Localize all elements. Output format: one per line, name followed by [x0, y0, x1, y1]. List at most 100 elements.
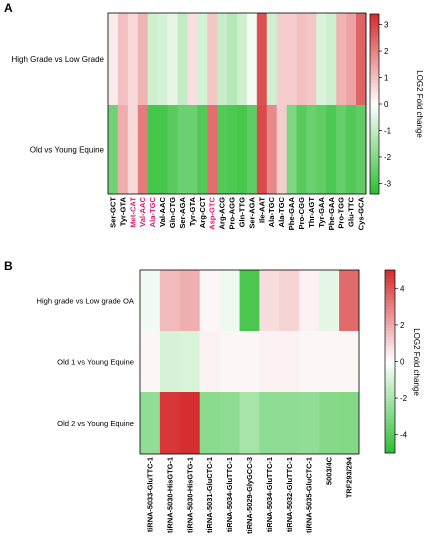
- column-label: Ala-TGC: [267, 196, 276, 227]
- heatmap-cell: [187, 13, 198, 105]
- column-label: Glu-TTC: [347, 196, 356, 226]
- colorbar-segment: [385, 300, 395, 304]
- colorbar-segment: [370, 182, 379, 186]
- heatmap-cell: [187, 105, 198, 194]
- heatmap-cell: [177, 105, 188, 194]
- heatmap-cell: [276, 105, 288, 194]
- heatmap-cell: [167, 105, 178, 194]
- column-label: tiRNA-5032-GluTTC-1: [285, 457, 294, 532]
- colorbar-segment: [370, 110, 379, 114]
- column-label: Asp-GTC: [208, 196, 217, 229]
- colorbar-segment: [370, 92, 379, 96]
- panel-b-row-labels: High grade vs Low grade OA Old 1 vs Young…: [36, 297, 134, 429]
- colorbar-segment: [385, 337, 395, 341]
- column-label: Ser-AGA: [178, 196, 187, 228]
- panel-b-colorbar-label: LOG2 Fold change: [412, 328, 421, 396]
- colorbar-segment: [385, 404, 395, 408]
- colorbar-segment: [370, 77, 379, 81]
- colorbar-segment: [385, 401, 395, 405]
- colorbar-segment: [370, 14, 379, 18]
- colorbar-segment: [370, 143, 379, 147]
- heatmap-cell: [326, 105, 337, 194]
- heatmap-cell: [259, 331, 280, 392]
- colorbar-segment: [385, 279, 395, 283]
- colorbar-segment: [385, 334, 395, 338]
- colorbar-segment: [385, 428, 395, 432]
- colorbar-segment: [370, 179, 379, 183]
- heatmap-cell: [108, 13, 119, 105]
- colorbar-segment: [385, 449, 395, 454]
- colorbar-segment: [385, 331, 395, 335]
- colorbar-segment: [370, 95, 379, 99]
- heatmap-cell: [179, 331, 201, 392]
- heatmap-cell: [286, 105, 297, 194]
- column-label: Ala-TGC: [277, 196, 286, 227]
- colorbar-segment: [385, 443, 395, 448]
- heatmap-cell: [159, 392, 181, 454]
- heatmap-cell: [299, 270, 320, 331]
- colorbar-segment: [370, 131, 379, 135]
- colorbar-segment: [385, 385, 395, 390]
- colorbar-tick-label: -2: [384, 153, 392, 162]
- column-label: tiRNA-5033-GluTTC-1: [145, 457, 154, 532]
- column-label: Thr-AGT: [307, 197, 316, 228]
- heatmap-cell: [159, 270, 181, 331]
- colorbar-segment: [385, 340, 395, 344]
- colorbar-segment: [370, 98, 379, 102]
- heatmap-cell: [179, 392, 201, 454]
- heatmap-cell: [207, 105, 218, 194]
- heatmap-cell: [137, 13, 149, 105]
- heatmap-cell: [108, 105, 119, 194]
- colorbar-segment: [385, 303, 395, 307]
- colorbar-segment: [370, 107, 379, 111]
- heatmap-cell: [199, 392, 221, 454]
- colorbar-segment: [370, 41, 379, 45]
- colorbar-segment: [385, 288, 395, 292]
- heatmap-cell: [199, 331, 221, 392]
- column-label: tiRNA-5034-GluTTC-1: [225, 457, 234, 532]
- colorbar-segment: [370, 20, 379, 24]
- colorbar-segment: [370, 65, 379, 69]
- row-label: Old vs Young Equine: [30, 146, 105, 155]
- colorbar-segment: [385, 273, 395, 277]
- column-label: Arg-CCT: [198, 197, 207, 229]
- heatmap-cell: [246, 105, 258, 194]
- heatmap-cell: [197, 105, 208, 194]
- colorbar-segment: [385, 419, 395, 423]
- colorbar-segment: [370, 74, 379, 78]
- colorbar-tick-label: 1: [384, 74, 389, 83]
- colorbar-segment: [385, 321, 395, 326]
- colorbar-segment: [385, 312, 395, 317]
- colorbar-segment: [370, 23, 379, 27]
- colorbar-segment: [370, 125, 379, 129]
- colorbar-tick-label: 4: [400, 284, 405, 293]
- heatmap-cell: [326, 13, 337, 105]
- colorbar-segment: [385, 270, 395, 274]
- colorbar-segment: [385, 294, 395, 298]
- heatmap-cell: [319, 331, 340, 392]
- heatmap-cell: [239, 270, 260, 331]
- colorbar-segment: [370, 128, 379, 132]
- column-label: Ser-GCT: [108, 197, 117, 228]
- colorbar-segment: [385, 382, 395, 387]
- heatmap-cell: [266, 105, 278, 194]
- colorbar-tick-label: 0: [400, 358, 405, 367]
- heatmap-cell: [140, 392, 161, 454]
- heatmap-cell: [296, 13, 307, 105]
- column-label: Tyr-GTA: [118, 196, 127, 226]
- colorbar-segment: [370, 113, 379, 117]
- colorbar-segment: [385, 315, 395, 320]
- heatmap-cell: [199, 270, 221, 331]
- colorbar-segment: [385, 410, 395, 414]
- heatmap-cell: [227, 13, 238, 105]
- colorbar-segment: [370, 83, 379, 87]
- colorbar-segment: [370, 164, 379, 168]
- row-label: High grade vs Low grade OA: [36, 297, 134, 306]
- column-label: tiRNA-5035-GluCTC-1: [305, 457, 314, 533]
- heatmap-cell: [237, 13, 248, 105]
- colorbar-segment: [370, 185, 379, 189]
- heatmap-cell: [316, 105, 327, 194]
- colorbar-segment: [385, 309, 395, 313]
- colorbar-segment: [385, 318, 395, 323]
